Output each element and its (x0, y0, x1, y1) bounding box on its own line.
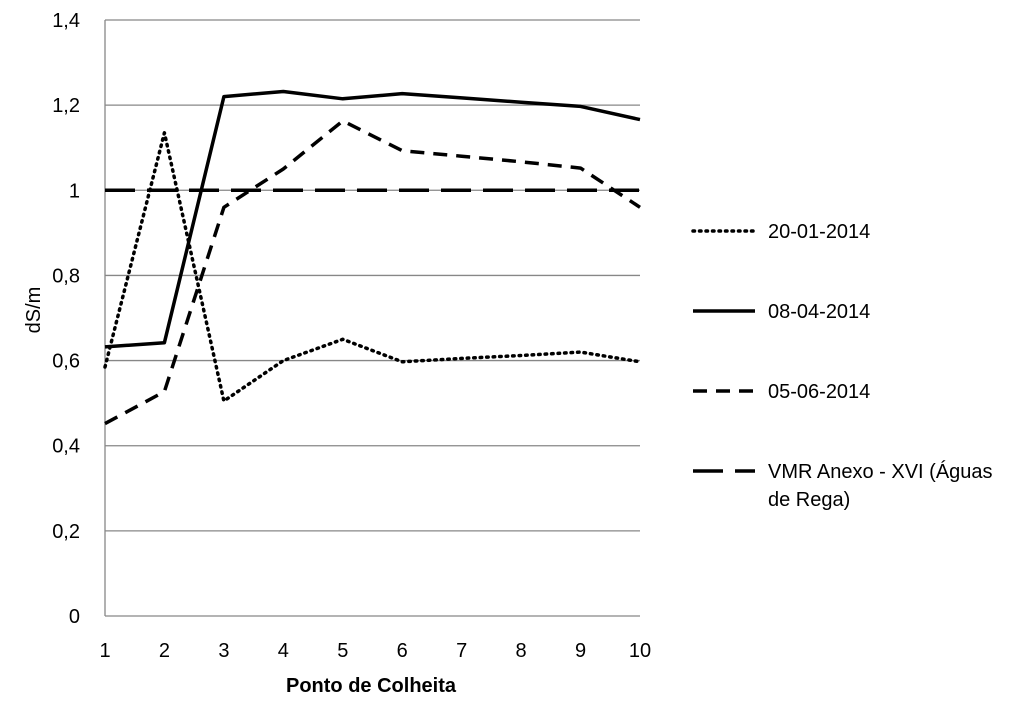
y-tick-label: 0,8 (52, 265, 80, 287)
plot-series (103, 89, 642, 426)
series-line-dashed (104, 119, 641, 426)
y-tick-label: 0 (69, 606, 80, 628)
x-tick-label: 9 (575, 640, 586, 662)
series-line-solid (104, 89, 641, 349)
x-tick-label: 8 (516, 640, 527, 662)
legend-label: 08-04-2014 (768, 301, 870, 323)
legend-label: de Rega) (768, 489, 850, 511)
y-tick-label: 0,6 (52, 351, 80, 373)
legend-label: VMR Anexo - XVI (Águas (768, 460, 993, 483)
x-tick-label: 2 (159, 640, 170, 662)
tick-labels: 0 0,2 0,4 0,6 0,8 1 1,2 1,4 1 2 3 4 5 6 7 8 9 10 (52, 10, 651, 662)
x-tick-label: 7 (456, 640, 467, 662)
x-tick-label: 4 (278, 640, 289, 662)
legend-label: 20-01-2014 (768, 221, 870, 243)
x-tick-label: 5 (337, 640, 348, 662)
y-tick-label: 1,4 (52, 10, 80, 32)
y-tick-label: 0,2 (52, 521, 80, 543)
y-tick-label: 1,2 (52, 95, 80, 117)
x-tick-label: 3 (218, 640, 229, 662)
legend: 20-01-2014 08-04-2014 05-06-2014 VMR Anexo … (691, 221, 993, 511)
y-tick-label: 0,4 (52, 436, 80, 458)
x-tick-label: 1 (99, 640, 110, 662)
series-line-dotted (103, 131, 642, 403)
x-tick-label: 6 (397, 640, 408, 662)
x-tick-label: 10 (629, 640, 651, 662)
y-axis-title: dS/m (23, 287, 45, 334)
x-axis-title: Ponto de Colheita (286, 675, 457, 697)
y-tick-label: 1 (69, 180, 80, 202)
axes (104, 20, 640, 617)
legend-label: 05-06-2014 (768, 381, 870, 403)
